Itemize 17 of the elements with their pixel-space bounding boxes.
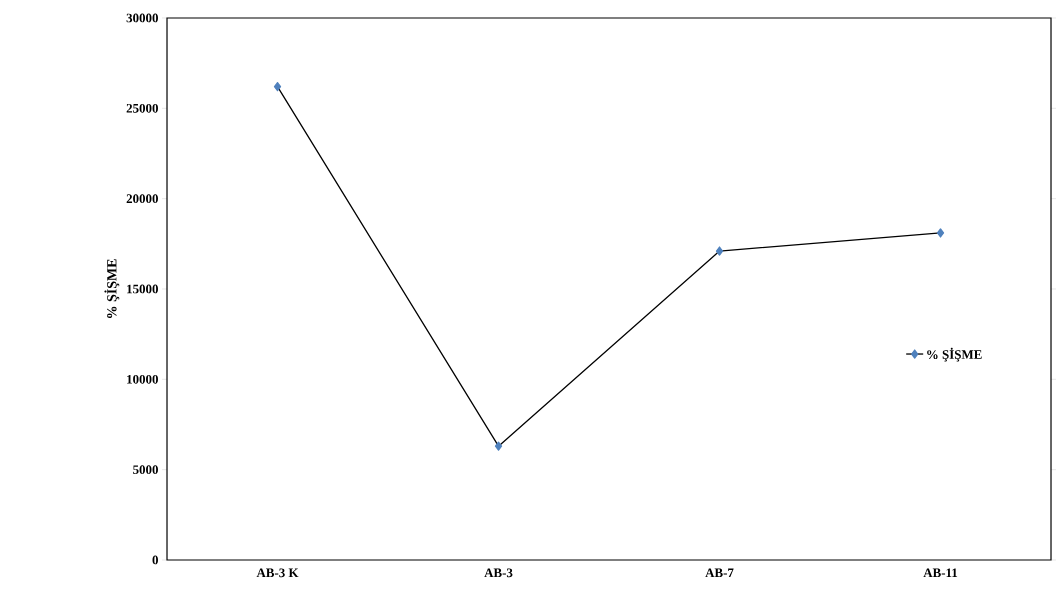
x-tick-label: AB-3 bbox=[484, 568, 513, 578]
legend-label: % ŞİŞME bbox=[927, 347, 982, 362]
point bbox=[494, 441, 503, 451]
y-axis-title: % ŞİŞME bbox=[104, 259, 120, 318]
y-tick-label: 5000 bbox=[133, 465, 158, 475]
x-tick-label: AB-7 bbox=[705, 568, 734, 578]
y-tick-label: 30000 bbox=[126, 13, 158, 23]
point bbox=[273, 81, 282, 92]
y-tick-label: 10000 bbox=[127, 374, 158, 384]
point bbox=[936, 228, 945, 238]
x-tick-label: AB-3 K bbox=[256, 568, 299, 578]
y-tick-label: 15000 bbox=[127, 284, 158, 294]
y-tick-label: 25000 bbox=[126, 103, 158, 113]
x-tick-label: AB-11 bbox=[923, 568, 958, 578]
y-tick-label: 0 bbox=[152, 555, 158, 565]
y-tick-label: 20000 bbox=[126, 194, 158, 204]
point bbox=[715, 246, 724, 256]
